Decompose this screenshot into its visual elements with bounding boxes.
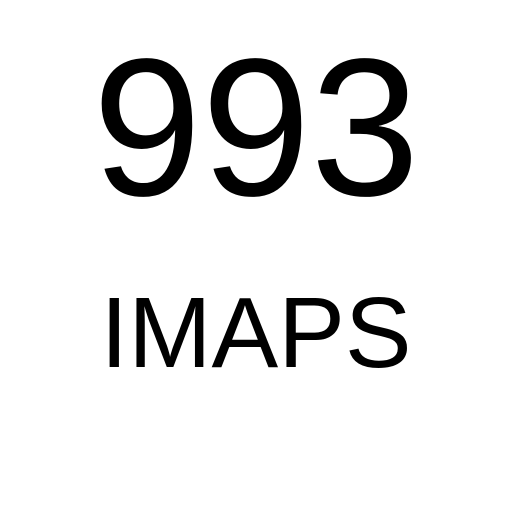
protocol-label: IMAPS — [100, 277, 412, 389]
port-number: 993 — [92, 18, 420, 237]
